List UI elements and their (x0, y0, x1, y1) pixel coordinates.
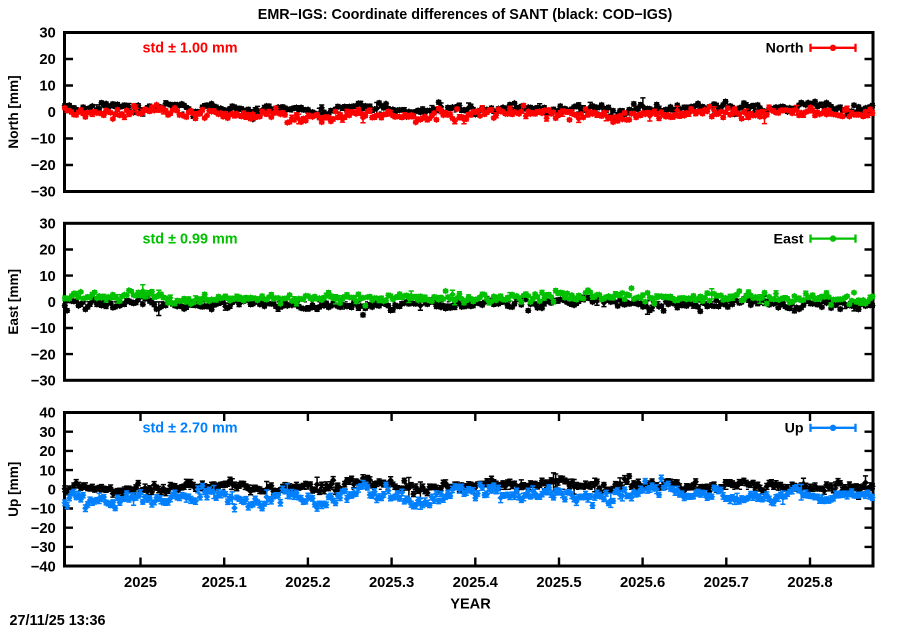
svg-text:std ± 1.00 mm: std ± 1.00 mm (143, 41, 238, 57)
svg-text:Up [mm]: Up [mm] (6, 462, 21, 517)
svg-text:0: 0 (48, 295, 56, 311)
svg-text:std ± 2.70 mm: std ± 2.70 mm (143, 421, 238, 437)
svg-text:−10: −10 (31, 321, 56, 337)
svg-text:2025.3: 2025.3 (369, 575, 414, 591)
svg-text:30: 30 (39, 216, 55, 232)
svg-text:2025.1: 2025.1 (202, 575, 247, 591)
svg-text:30: 30 (39, 26, 55, 42)
svg-text:East: East (774, 232, 804, 248)
svg-text:−30: −30 (31, 374, 56, 390)
svg-text:30: 30 (39, 425, 55, 441)
svg-text:−10: −10 (31, 132, 56, 148)
svg-text:2025.7: 2025.7 (704, 575, 749, 591)
svg-text:std ± 0.99 mm: std ± 0.99 mm (143, 232, 238, 248)
svg-text:20: 20 (39, 52, 55, 68)
svg-text:2025.5: 2025.5 (536, 575, 581, 591)
svg-text:0: 0 (48, 105, 56, 121)
svg-text:40: 40 (39, 406, 55, 422)
svg-text:10: 10 (39, 79, 55, 95)
svg-text:−20: −20 (31, 158, 56, 174)
svg-text:2025.6: 2025.6 (620, 575, 665, 591)
svg-text:0: 0 (48, 483, 56, 499)
svg-text:−30: −30 (31, 185, 56, 201)
svg-text:North [mm]: North [mm] (6, 75, 21, 148)
svg-text:East [mm]: East [mm] (6, 269, 21, 335)
svg-text:North: North (766, 41, 804, 57)
svg-text:−40: −40 (31, 559, 56, 575)
svg-text:20: 20 (39, 243, 55, 259)
svg-text:Up: Up (785, 421, 804, 437)
svg-text:EMR−IGS: Coordinate difference: EMR−IGS: Coordinate differences of SANT … (258, 7, 673, 23)
svg-text:YEAR: YEAR (450, 597, 491, 613)
svg-text:27/11/25 13:36: 27/11/25 13:36 (10, 613, 106, 629)
svg-text:10: 10 (39, 463, 55, 479)
svg-text:−10: −10 (31, 502, 56, 518)
svg-text:2025.8: 2025.8 (787, 575, 832, 591)
svg-text:10: 10 (39, 269, 55, 285)
svg-text:2025.2: 2025.2 (285, 575, 330, 591)
svg-text:2025: 2025 (124, 575, 157, 591)
svg-text:−30: −30 (31, 540, 56, 556)
svg-text:−20: −20 (31, 521, 56, 537)
svg-text:−20: −20 (31, 347, 56, 363)
svg-text:2025.4: 2025.4 (453, 575, 499, 591)
svg-text:20: 20 (39, 444, 55, 460)
